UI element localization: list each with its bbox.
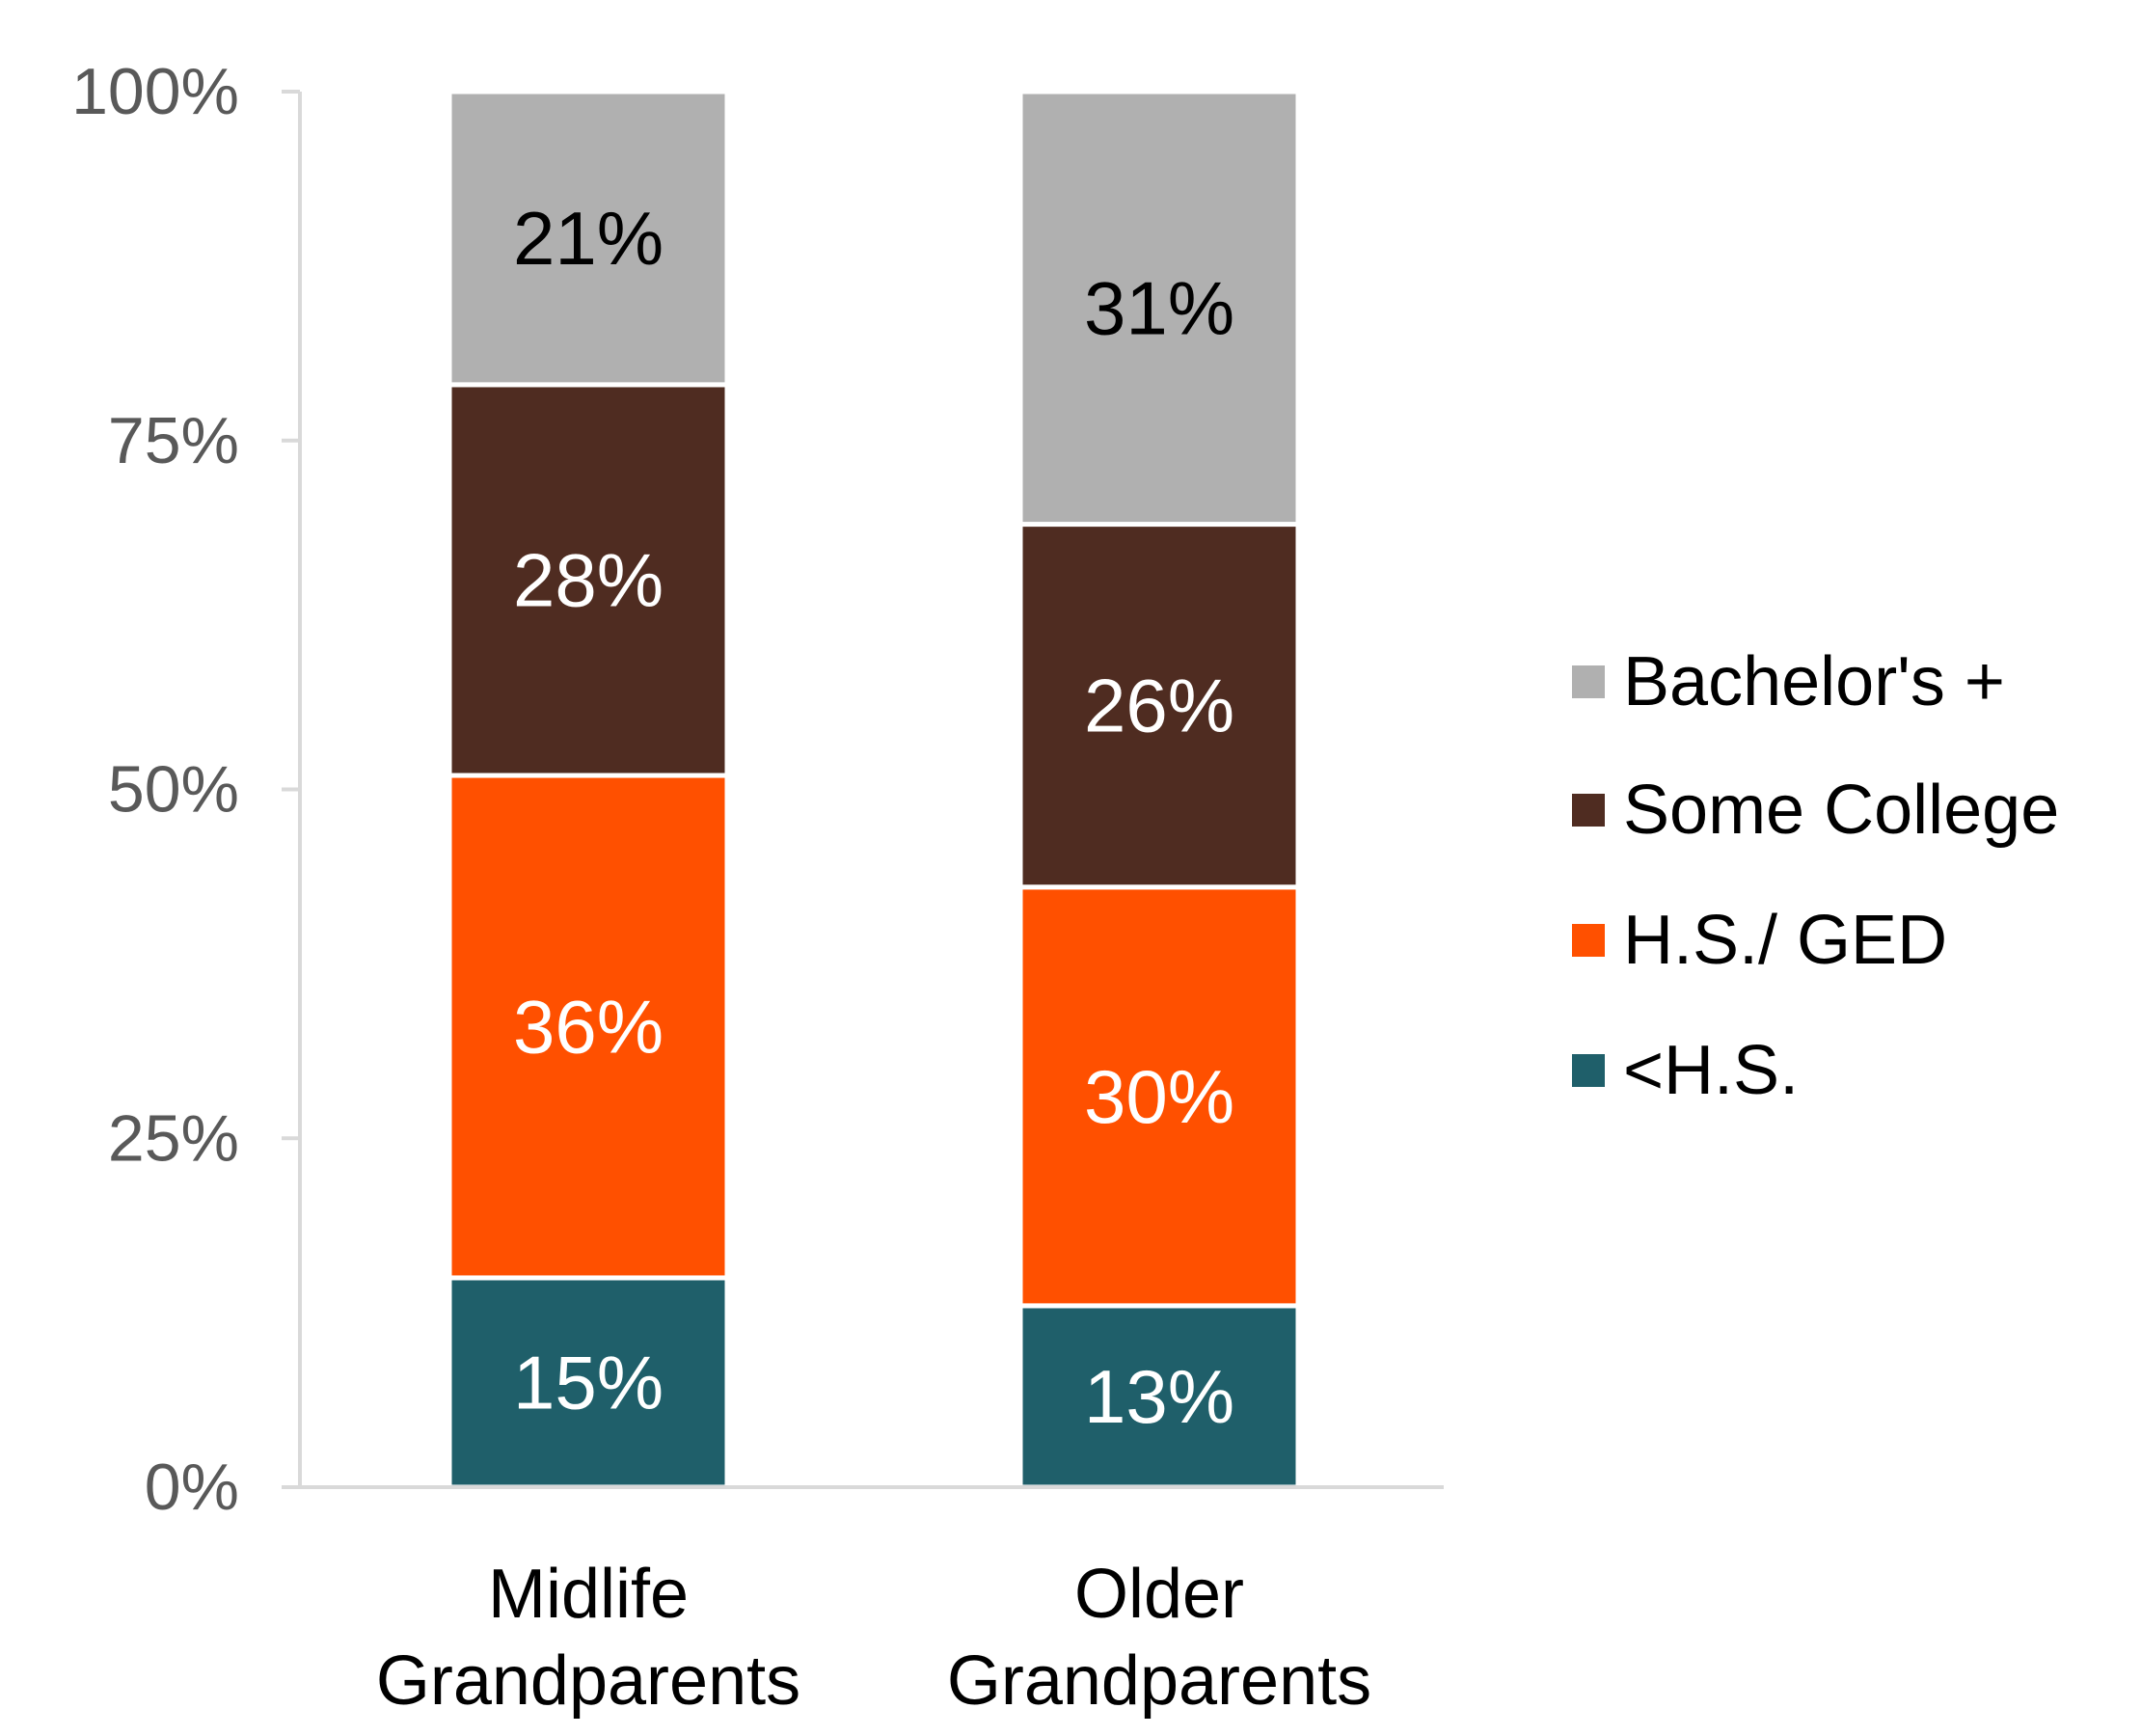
- x-category-label: Midlife Grandparents: [376, 1556, 800, 1720]
- legend-label: H.S./ GED: [1623, 902, 1947, 979]
- bar-segment: [447, 382, 730, 778]
- legend-item: Bachelor's +: [1572, 643, 2005, 720]
- bar-segment: [447, 773, 730, 1281]
- legend-label: Bachelor's +: [1623, 643, 2005, 720]
- bar-segment: [447, 89, 730, 388]
- bar-segment: [1017, 89, 1301, 528]
- y-tick-label: 0%: [145, 1451, 239, 1524]
- legend-swatch: [1572, 1054, 1605, 1087]
- legend-item: Some College: [1572, 772, 2059, 849]
- y-axis: 0% 25% 50% 75% 100%: [71, 55, 302, 1524]
- data-label: 13%: [1084, 1354, 1234, 1439]
- legend-swatch: [1572, 794, 1605, 827]
- legend-item: H.S./ GED: [1572, 902, 1947, 979]
- legend-label: <H.S.: [1623, 1032, 1799, 1109]
- legend: Bachelor's + Some College H.S./ GED <H.S.: [1572, 643, 2059, 1109]
- y-tick-label: 100%: [71, 55, 239, 128]
- y-tick-label: 75%: [108, 404, 239, 477]
- legend-swatch: [1572, 924, 1605, 957]
- y-tick-label: 25%: [108, 1101, 239, 1175]
- data-label: 36%: [513, 984, 664, 1069]
- legend-swatch: [1572, 665, 1605, 698]
- data-label: 26%: [1084, 664, 1234, 748]
- legend-label: Some College: [1623, 772, 2059, 849]
- bars: 15% 36% 28% 21% 13% 30% 26% 31%: [447, 89, 1301, 1490]
- data-label: 15%: [513, 1340, 664, 1424]
- x-axis: Midlife Grandparents Older Grandparents: [300, 1485, 1444, 1720]
- y-tick-label: 50%: [108, 753, 239, 827]
- data-label: 21%: [513, 196, 664, 281]
- bar-segment: [1017, 884, 1301, 1309]
- data-label: 31%: [1084, 265, 1234, 350]
- data-label: 30%: [1084, 1054, 1234, 1139]
- bar-segment: [1017, 1303, 1301, 1490]
- bar-stack: 15% 36% 28% 21%: [447, 89, 730, 1490]
- legend-item: <H.S.: [1572, 1032, 1799, 1109]
- data-label: 28%: [513, 537, 664, 622]
- bar-stack: 13% 30% 26% 31%: [1017, 89, 1301, 1490]
- x-category-label: Older Grandparents: [947, 1556, 1371, 1720]
- bar-segment: [1017, 522, 1301, 890]
